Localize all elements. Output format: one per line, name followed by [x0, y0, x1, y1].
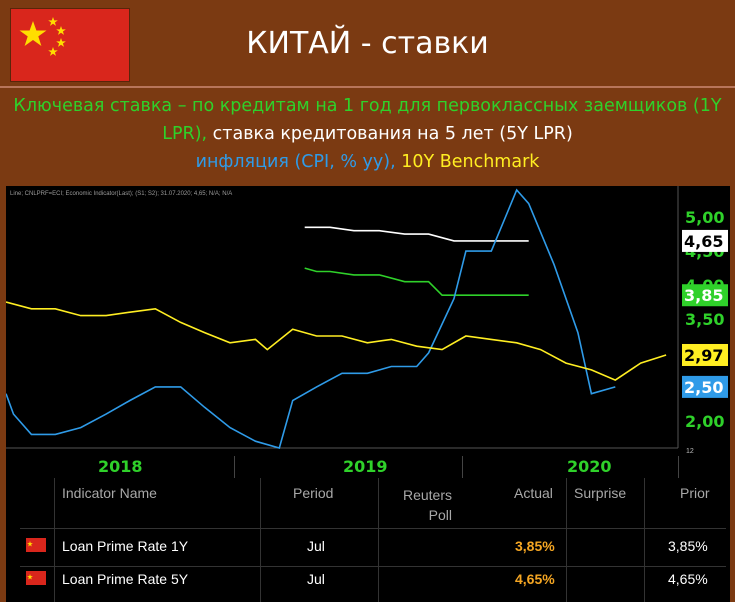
y-tick-label: 2,00 — [685, 412, 724, 431]
chart-svg: Line; CNLPRF=ECI; Economic Indicator(Las… — [6, 186, 728, 455]
chart-panel: Line; CNLPRF=ECI; Economic Indicator(Las… — [6, 186, 730, 456]
last-value-label: 4,65 — [682, 229, 728, 252]
svg-text:2,50: 2,50 — [684, 378, 723, 397]
svg-text:3,85: 3,85 — [684, 286, 723, 305]
chart-caption: Line; CNLPRF=ECI; Economic Indicator(Las… — [10, 191, 232, 197]
last-value-label: 2,97 — [682, 343, 728, 366]
x-tick-3 — [678, 456, 679, 478]
flag-small-star-4 — [48, 47, 58, 56]
indicator-name: Loan Prime Rate 5Y — [62, 571, 189, 587]
series-lines — [6, 188, 667, 449]
series-line — [304, 226, 529, 242]
row-separator — [20, 566, 726, 567]
series-line — [304, 267, 529, 296]
last-value-label: 2,50 — [682, 375, 728, 398]
col-sep — [566, 478, 567, 602]
indicator-name: Loan Prime Rate 1Y — [62, 538, 189, 554]
col-sep — [260, 478, 261, 602]
col-sep — [378, 478, 379, 602]
x-axis-band: 2018 2019 2020 — [6, 456, 730, 478]
x-label-2019: 2019 — [343, 457, 388, 476]
flag-small-star-2 — [56, 26, 66, 35]
svg-text:4,65: 4,65 — [684, 232, 723, 251]
col-header-indicator: Indicator Name — [62, 485, 157, 501]
y-tick-label: 3,50 — [685, 310, 724, 329]
indicator-prior: 4,65% — [668, 571, 708, 587]
subtitle-white-text: ставка кредитования на 5 лет (5Y LPR) — [207, 124, 573, 144]
header-band: КИТАЙ - ставки — [0, 0, 735, 88]
indicator-actual: 4,65% — [515, 571, 555, 587]
china-flag-icon — [26, 538, 46, 552]
flag-big-star — [19, 21, 47, 46]
col-header-surprise: Surprise — [574, 485, 627, 501]
row-separator — [20, 528, 726, 529]
x-label-2018: 2018 — [98, 457, 143, 476]
subtitle-yellow-text: 10Y Benchmark — [395, 152, 540, 172]
chart-subtitle: Ключевая ставка – по кредитам на 1 год д… — [0, 92, 735, 182]
indicator-prior: 3,85% — [668, 538, 708, 554]
col-header-period: Period — [293, 485, 334, 501]
col-header-actual: Actual — [514, 485, 553, 501]
flag-small-star-1 — [48, 17, 58, 26]
china-flag-icon — [10, 8, 130, 82]
indicator-period: Jul — [307, 538, 325, 554]
indicator-period: Jul — [307, 571, 325, 587]
table-row[interactable]: Loan Prime Rate 1Y Jul 3,85% 3,85% — [6, 530, 730, 564]
table-row[interactable]: Loan Prime Rate 5Y Jul 4,65% 4,65% — [6, 568, 730, 602]
indicator-actual: 3,85% — [515, 538, 555, 554]
x-tick-2 — [462, 456, 463, 478]
series-line — [6, 188, 616, 449]
page-title: КИТАЙ - ставки — [246, 26, 489, 61]
last-value-labels: 4,65 3,85 2,50 2,97 — [682, 229, 728, 398]
y-tick-label: 5,00 — [685, 208, 724, 227]
header-divider — [0, 86, 735, 88]
axis-corner-label: 12 — [686, 448, 694, 455]
indicator-table: 2018 2019 2020 Indicator Name Period Reu… — [6, 456, 730, 602]
subtitle-green-text: Ключевая ставка – по кредитам на 1 год д… — [13, 96, 722, 144]
subtitle-blue-text: инфляция (CPI, % yy), — [195, 152, 396, 172]
china-flag-icon — [26, 571, 46, 585]
x-tick-1 — [234, 456, 235, 478]
col-sep — [54, 478, 55, 602]
col-header-prior: Prior — [680, 485, 710, 501]
svg-text:2,97: 2,97 — [684, 346, 723, 365]
series-line — [6, 301, 667, 382]
col-sep — [644, 478, 645, 602]
last-value-label: 3,85 — [682, 284, 728, 307]
x-label-2020: 2020 — [567, 457, 612, 476]
flag-small-star-3 — [56, 38, 66, 47]
col-header-poll: Reuters Poll — [402, 487, 452, 523]
